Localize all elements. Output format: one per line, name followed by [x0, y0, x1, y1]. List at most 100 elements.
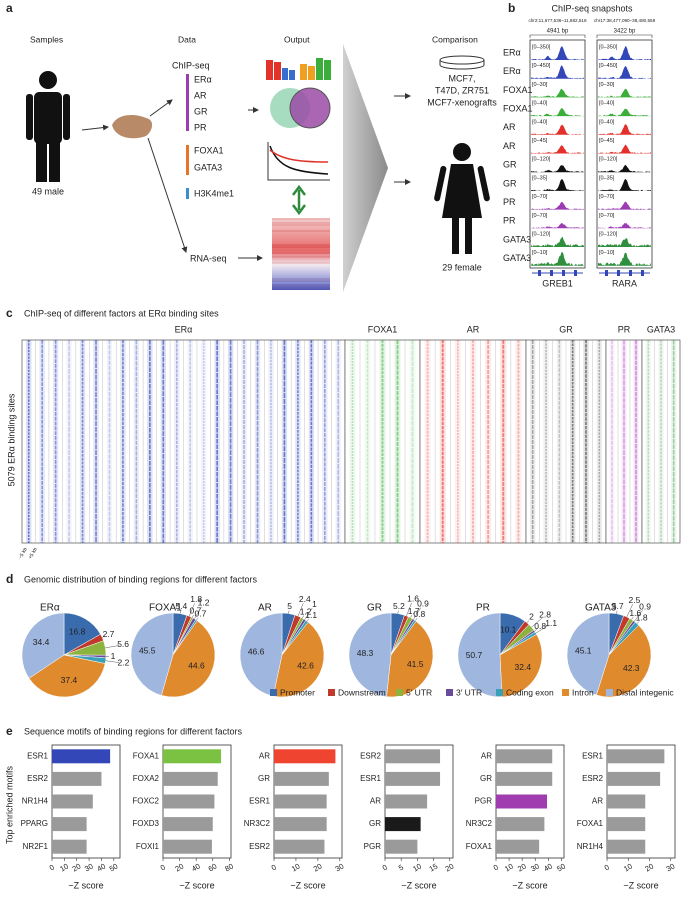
value-label: 2.8 — [539, 610, 551, 620]
x-axis-label: −Z score — [68, 880, 103, 890]
category-label: ESR2 — [582, 774, 603, 783]
bar — [274, 794, 327, 809]
track-range: [0–45] — [599, 138, 615, 144]
value-label: 1.6 — [629, 608, 641, 618]
track-signal — [531, 179, 584, 191]
bar — [52, 817, 87, 832]
value-label: 5.2 — [393, 601, 405, 611]
track-range: [0–350] — [599, 44, 618, 50]
bar — [607, 794, 646, 809]
bar — [496, 839, 540, 854]
leader-line — [179, 610, 181, 614]
y-axis-label: 5079 ERα binding sites — [6, 393, 16, 486]
x-tick-label: 15 — [427, 862, 439, 874]
track-signal — [531, 46, 584, 60]
track-name: GR — [503, 178, 517, 188]
track-signal — [531, 223, 584, 229]
track-range: [0–70] — [532, 213, 548, 219]
category-label: ESR2 — [360, 751, 381, 760]
heatmap-band — [66, 340, 72, 543]
bar — [385, 794, 428, 809]
heatmap-band — [394, 340, 401, 543]
x-tick-label: 60 — [207, 862, 219, 874]
x-tick-label: 30 — [83, 862, 95, 874]
expression-heatmap — [272, 218, 330, 290]
legend-label: Distal integenic — [616, 687, 674, 697]
track-range: [0–120] — [599, 157, 618, 163]
motif-logo — [266, 58, 331, 80]
value-label: 0.9 — [417, 598, 429, 608]
locus-coords: chr17:38,477,090–38,480,558 — [594, 18, 656, 23]
track-name: ERα — [503, 47, 521, 57]
leader-line — [636, 621, 640, 624]
track-signal — [598, 201, 651, 210]
track-signal — [598, 65, 651, 79]
panel-label: c — [6, 306, 13, 320]
track-name: ERα — [503, 66, 521, 76]
sample-count: 49 male — [32, 186, 64, 196]
track-range: [0–35] — [599, 175, 615, 181]
value-label: 2 — [529, 612, 534, 622]
x-tick-label: 30 — [529, 862, 541, 874]
category-label: GR — [258, 774, 270, 783]
track-name: GR — [503, 160, 517, 170]
bar — [607, 771, 661, 786]
category-label: NR3C2 — [466, 819, 493, 828]
track-range: [0–120] — [532, 157, 551, 163]
pie-slice — [21, 612, 65, 679]
category-label: AR — [481, 751, 492, 760]
track-name: AR — [503, 141, 516, 151]
category-label: NR1H4 — [577, 842, 604, 851]
cell-line: T47D, ZR751 — [435, 85, 489, 95]
heatmap-band — [322, 340, 328, 543]
heatmap-band — [335, 340, 341, 543]
x-axis-label: −Z score — [401, 880, 436, 890]
category-label: NR3C2 — [244, 819, 271, 828]
track-signal — [531, 165, 584, 173]
value-label: 34.4 — [33, 637, 50, 647]
value-label: 1.7 — [408, 606, 420, 616]
bar — [496, 817, 545, 832]
group-bar — [186, 188, 189, 199]
category-label: ESR1 — [27, 751, 48, 760]
x-tick-label: +5 kb — [27, 546, 38, 560]
heatmap-band — [596, 340, 602, 543]
arrow — [147, 137, 188, 253]
category-label: ESR2 — [249, 842, 270, 851]
value-label: 37.4 — [61, 675, 78, 685]
value-label: 45.5 — [139, 646, 156, 656]
bar — [274, 771, 329, 786]
leader-line — [534, 629, 538, 632]
x-tick-label: 20 — [643, 862, 655, 874]
heatmap-band — [530, 340, 536, 543]
x-tick-label: 20 — [173, 862, 185, 874]
heatmap-band — [454, 340, 461, 543]
leader-line — [297, 603, 304, 617]
legend-swatch — [270, 689, 277, 696]
legend-swatch — [562, 689, 569, 696]
leader-line — [194, 606, 202, 619]
value-label: 41.5 — [407, 659, 424, 669]
heatmap-band — [409, 340, 416, 543]
track-range: [0–10] — [599, 250, 615, 256]
snapshot-box — [596, 39, 653, 269]
track-name: PR — [503, 197, 516, 207]
leader-line — [406, 602, 412, 617]
leader-line — [302, 615, 304, 619]
heatmap-band — [621, 340, 627, 543]
x-tick-label: 0 — [492, 863, 500, 873]
exon — [641, 270, 644, 276]
bar — [607, 817, 646, 832]
factor-label: GATA3 — [647, 324, 675, 334]
value-label: 2.7 — [103, 629, 115, 639]
x-tick-label: 10 — [503, 862, 515, 874]
track-range: [0–40] — [532, 101, 548, 107]
x-axis-label: −Z score — [290, 880, 325, 890]
pie-slice — [457, 612, 503, 698]
bar — [52, 771, 102, 786]
factor: PR — [194, 122, 207, 132]
x-tick-label: 0 — [48, 863, 56, 873]
heatmap-band — [424, 340, 431, 543]
leader-line — [196, 617, 199, 621]
track-range: [0–10] — [532, 250, 548, 256]
